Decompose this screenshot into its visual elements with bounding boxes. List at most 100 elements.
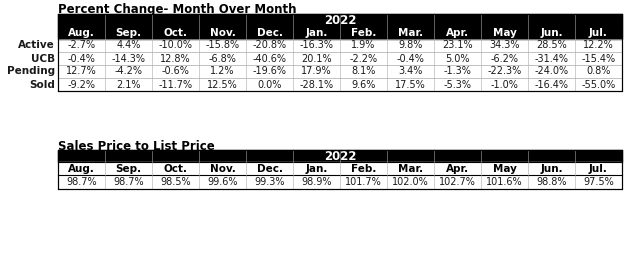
Text: -19.6%: -19.6% — [252, 66, 286, 77]
Text: 102.7%: 102.7% — [439, 177, 476, 187]
Text: 1.9%: 1.9% — [352, 40, 376, 51]
Text: Dec.: Dec. — [257, 27, 282, 38]
Text: 28.5%: 28.5% — [536, 40, 567, 51]
Text: -31.4%: -31.4% — [535, 53, 569, 64]
Text: Sales Price to List Price: Sales Price to List Price — [58, 140, 214, 153]
Bar — [58, 65, 622, 78]
Text: Nov.: Nov. — [209, 164, 235, 173]
Text: -0.4%: -0.4% — [67, 53, 96, 64]
Text: 98.8%: 98.8% — [537, 177, 567, 187]
Text: -0.6%: -0.6% — [162, 66, 189, 77]
Text: -16.3%: -16.3% — [299, 40, 333, 51]
Text: Aug.: Aug. — [68, 27, 95, 38]
Text: -14.3%: -14.3% — [111, 53, 145, 64]
Text: Jun.: Jun. — [540, 164, 563, 173]
Text: Active: Active — [18, 40, 55, 51]
Text: -0.4%: -0.4% — [396, 53, 425, 64]
Text: 9.6%: 9.6% — [352, 80, 376, 89]
Bar — [58, 14, 622, 91]
Text: -2.7%: -2.7% — [67, 40, 96, 51]
Text: 20.1%: 20.1% — [301, 53, 332, 64]
Text: 99.3%: 99.3% — [254, 177, 285, 187]
Text: Jan.: Jan. — [305, 164, 328, 173]
Text: 12.8%: 12.8% — [160, 53, 191, 64]
Text: 17.5%: 17.5% — [395, 80, 426, 89]
Text: Feb.: Feb. — [351, 164, 376, 173]
Bar — [58, 150, 622, 162]
Text: -1.0%: -1.0% — [491, 80, 518, 89]
Text: -9.2%: -9.2% — [67, 80, 96, 89]
Text: 5.0%: 5.0% — [445, 53, 470, 64]
Text: -55.0%: -55.0% — [581, 80, 616, 89]
Text: -22.3%: -22.3% — [487, 66, 521, 77]
Bar — [58, 26, 622, 39]
Text: May: May — [493, 164, 516, 173]
Text: Apr.: Apr. — [446, 27, 469, 38]
Text: Oct.: Oct. — [164, 27, 187, 38]
Text: Feb.: Feb. — [351, 27, 376, 38]
Text: -15.8%: -15.8% — [206, 40, 240, 51]
Text: Apr.: Apr. — [446, 164, 469, 173]
Text: Jan.: Jan. — [305, 27, 328, 38]
Text: 0.0%: 0.0% — [257, 80, 282, 89]
Text: 1.2%: 1.2% — [210, 66, 235, 77]
Text: 99.6%: 99.6% — [207, 177, 238, 187]
Text: 0.8%: 0.8% — [586, 66, 611, 77]
Text: 97.5%: 97.5% — [583, 177, 614, 187]
Text: -16.4%: -16.4% — [535, 80, 569, 89]
Text: 102.0%: 102.0% — [392, 177, 429, 187]
Bar — [58, 162, 622, 175]
Bar — [58, 52, 622, 65]
Text: -24.0%: -24.0% — [535, 66, 569, 77]
Text: 98.7%: 98.7% — [113, 177, 144, 187]
Text: Mar.: Mar. — [398, 164, 423, 173]
Text: -6.8%: -6.8% — [209, 53, 237, 64]
Text: Jul.: Jul. — [589, 27, 608, 38]
Text: 98.9%: 98.9% — [301, 177, 331, 187]
Bar — [58, 14, 622, 26]
Text: 17.9%: 17.9% — [301, 66, 332, 77]
Text: Jun.: Jun. — [540, 27, 563, 38]
Text: 12.2%: 12.2% — [583, 40, 614, 51]
Text: 98.7%: 98.7% — [66, 177, 97, 187]
Text: Jul.: Jul. — [589, 164, 608, 173]
Text: 12.7%: 12.7% — [66, 66, 97, 77]
Text: Oct.: Oct. — [164, 164, 187, 173]
Text: -15.4%: -15.4% — [581, 53, 616, 64]
Text: 12.5%: 12.5% — [207, 80, 238, 89]
Text: -28.1%: -28.1% — [299, 80, 333, 89]
Text: 2022: 2022 — [324, 149, 356, 163]
Text: -6.2%: -6.2% — [491, 53, 518, 64]
Bar — [58, 78, 622, 91]
Text: UCB: UCB — [31, 53, 55, 64]
Text: Aug.: Aug. — [68, 164, 95, 173]
Text: -20.8%: -20.8% — [252, 40, 287, 51]
Text: Sep.: Sep. — [116, 164, 142, 173]
Text: Mar.: Mar. — [398, 27, 423, 38]
Text: 8.1%: 8.1% — [352, 66, 376, 77]
Text: -4.2%: -4.2% — [114, 66, 143, 77]
Text: -5.3%: -5.3% — [443, 80, 472, 89]
Text: 34.3%: 34.3% — [489, 40, 520, 51]
Text: 2.1%: 2.1% — [116, 80, 141, 89]
Text: 101.6%: 101.6% — [486, 177, 523, 187]
Text: 101.7%: 101.7% — [345, 177, 382, 187]
Text: Percent Change- Month Over Month: Percent Change- Month Over Month — [58, 3, 296, 16]
Text: -2.2%: -2.2% — [350, 53, 377, 64]
Text: Pending: Pending — [7, 66, 55, 77]
Text: 98.5%: 98.5% — [160, 177, 191, 187]
Text: 2022: 2022 — [324, 14, 356, 27]
Bar — [58, 150, 622, 189]
Text: -11.7%: -11.7% — [159, 80, 192, 89]
Text: 4.4%: 4.4% — [116, 40, 141, 51]
Bar — [58, 39, 622, 52]
Text: Sep.: Sep. — [116, 27, 142, 38]
Text: -1.3%: -1.3% — [443, 66, 472, 77]
Text: Nov.: Nov. — [209, 27, 235, 38]
Text: -10.0%: -10.0% — [159, 40, 192, 51]
Text: Dec.: Dec. — [257, 164, 282, 173]
Text: Sold: Sold — [29, 80, 55, 89]
Text: 3.4%: 3.4% — [398, 66, 423, 77]
Text: May: May — [493, 27, 516, 38]
Text: 9.8%: 9.8% — [398, 40, 423, 51]
